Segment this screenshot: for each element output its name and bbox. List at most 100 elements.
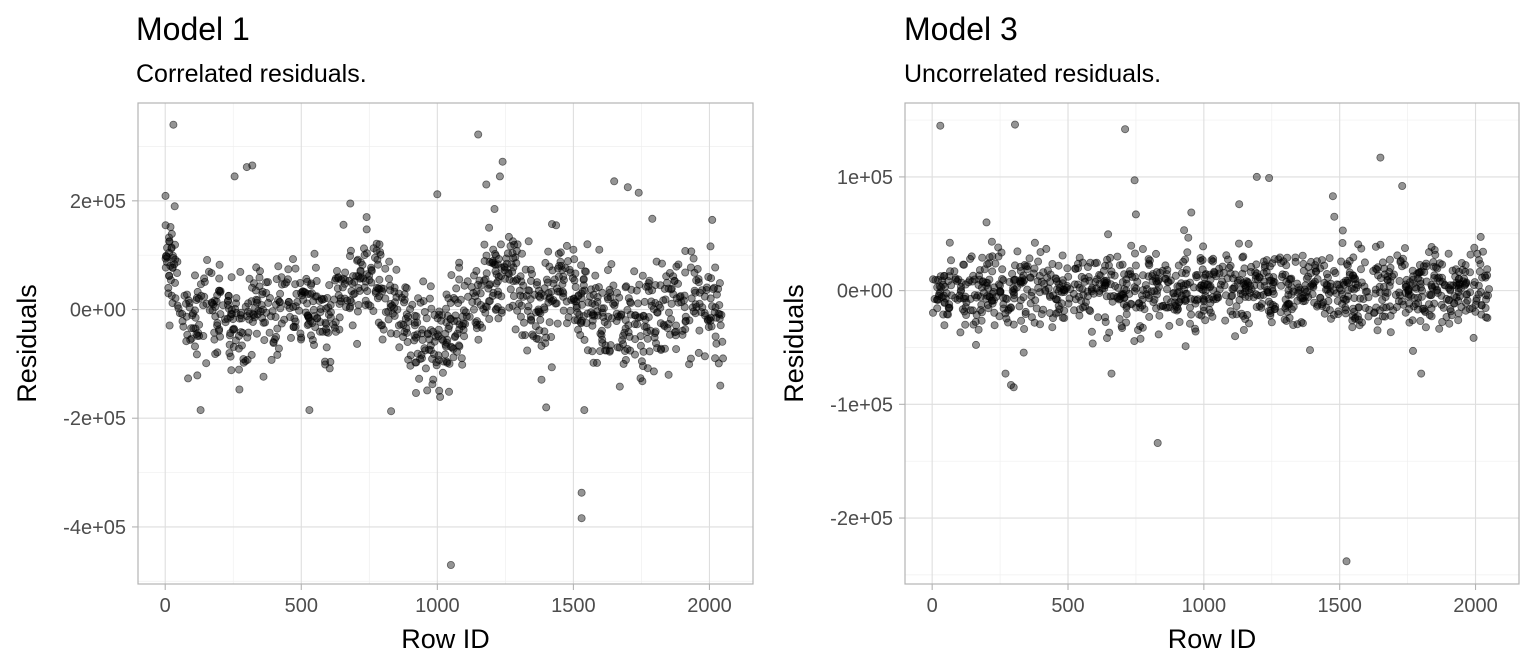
data-point [987,237,996,246]
data-point [284,297,293,306]
data-point [164,233,173,242]
data-point [170,202,179,211]
data-point [1298,251,1307,260]
data-point [174,304,183,313]
data-point [480,240,489,249]
data-point [965,276,974,285]
data-point [1351,280,1360,289]
y-tick-label: -2e+05 [830,508,893,530]
data-point [1021,307,1030,316]
data-point [1235,239,1244,248]
data-point [1255,273,1264,282]
data-point [1429,262,1438,271]
data-point [1481,273,1490,282]
data-point [384,307,393,316]
data-point [711,263,720,272]
data-point [421,364,430,373]
data-point [626,298,635,307]
data-point [1039,268,1048,277]
data-point [1162,270,1171,279]
data-point [354,283,363,292]
data-point [496,240,505,249]
data-point [1331,268,1340,277]
data-point [997,248,1006,257]
data-point [193,371,202,380]
data-point [989,287,998,296]
data-point [639,362,648,371]
data-point [977,283,986,292]
data-point [1131,261,1140,270]
data-point [1374,317,1383,326]
data-point [465,312,474,321]
data-point [553,319,562,328]
data-point [1470,278,1479,287]
data-point [388,301,397,310]
data-point [569,245,578,254]
data-point [365,276,374,285]
data-point [162,251,171,260]
data-point [1337,286,1346,295]
data-point [274,344,283,353]
data-point [453,317,462,326]
x-axis: 0 500 1000 1500 2000 Row ID [160,584,732,654]
data-point [1338,238,1347,247]
data-point [576,318,585,327]
data-point [324,328,333,337]
data-point [630,320,639,329]
data-point [1115,295,1124,304]
data-point [571,282,580,291]
data-point [1131,249,1140,258]
data-point [345,304,354,313]
data-point [289,322,298,331]
data-point [345,251,354,260]
data-point [540,291,549,300]
data-point [559,306,568,315]
data-point [489,288,498,297]
data-point [977,300,986,309]
data-point [715,301,724,310]
data-point [1427,242,1436,251]
data-point [1306,346,1315,355]
data-point [1110,271,1119,280]
data-point [1298,294,1307,303]
data-point [322,320,331,329]
data-point [1435,259,1444,268]
data-point [284,265,293,274]
data-point [1191,324,1200,333]
data-point [1461,261,1470,270]
data-point [1154,330,1163,339]
data-point [1471,300,1480,309]
data-point [165,271,174,280]
data-point [1454,296,1463,305]
data-point [571,269,580,278]
data-point [215,274,224,283]
data-point [581,267,590,276]
data-point [1152,304,1161,313]
data-point [606,293,615,302]
data-point [621,355,630,364]
data-point [1186,319,1195,328]
data-point [1161,303,1170,312]
data-point [243,333,252,342]
data-point [226,352,235,361]
data-point [707,322,716,331]
data-point [400,327,409,336]
data-point [290,314,299,323]
data-point [237,341,246,350]
data-point [716,321,725,330]
data-point [1009,288,1018,297]
data-point [954,275,963,284]
data-point [518,249,527,258]
y-tick-label: 2e+05 [70,191,126,213]
y-tick-label: 1e+05 [837,167,893,189]
data-point [234,365,243,374]
data-point [977,316,986,325]
data-point [615,382,624,391]
data-point [693,264,702,273]
data-point [626,346,635,355]
data-point [245,315,254,324]
data-point [1476,232,1485,241]
data-point [410,336,419,345]
data-point [185,298,194,307]
data-point [306,331,315,340]
